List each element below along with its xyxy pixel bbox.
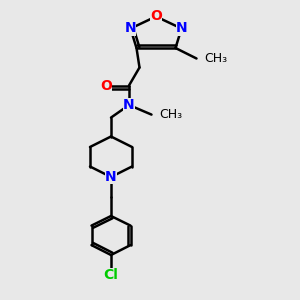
Text: O: O [100, 79, 112, 92]
Text: N: N [125, 22, 136, 35]
Text: Cl: Cl [103, 268, 118, 282]
Text: N: N [123, 98, 135, 112]
Text: CH₃: CH₃ [159, 108, 182, 121]
Text: N: N [176, 22, 187, 35]
Text: O: O [150, 10, 162, 23]
Text: N: N [105, 170, 117, 184]
Text: CH₃: CH₃ [204, 52, 227, 65]
